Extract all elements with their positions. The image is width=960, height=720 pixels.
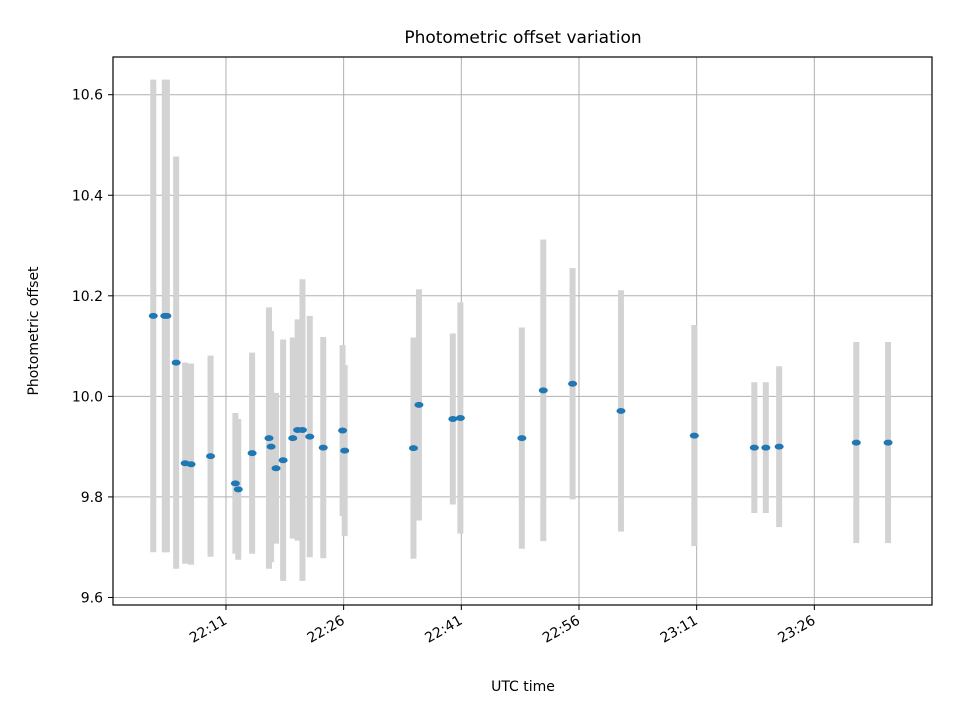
data-point bbox=[171, 359, 181, 366]
data-point bbox=[338, 427, 348, 434]
data-point bbox=[568, 380, 578, 387]
data-point bbox=[318, 444, 328, 451]
data-point bbox=[206, 453, 216, 460]
y-tick-label: 9.6 bbox=[81, 590, 103, 606]
data-point bbox=[761, 444, 771, 451]
data-point bbox=[749, 444, 759, 451]
y-tick-label: 10.4 bbox=[72, 188, 103, 204]
data-point bbox=[340, 447, 350, 454]
data-point bbox=[230, 480, 240, 487]
data-point bbox=[266, 443, 276, 450]
data-point bbox=[278, 457, 288, 464]
y-tick-label: 10.2 bbox=[72, 289, 103, 305]
y-tick-label: 10.6 bbox=[72, 88, 103, 104]
data-point bbox=[162, 312, 172, 319]
y-axis-label: Photometric offset bbox=[26, 266, 42, 396]
data-point bbox=[233, 486, 243, 493]
data-point bbox=[408, 445, 418, 452]
data-point bbox=[297, 427, 307, 434]
data-point bbox=[271, 465, 281, 472]
data-point bbox=[448, 415, 458, 422]
x-axis-label: UTC time bbox=[491, 679, 555, 695]
y-tick-label: 10.0 bbox=[72, 389, 103, 405]
chart-title: Photometric offset variation bbox=[404, 28, 641, 48]
data-point bbox=[305, 433, 315, 440]
data-point bbox=[517, 435, 527, 442]
data-point bbox=[538, 387, 548, 394]
data-point bbox=[264, 435, 274, 442]
data-point bbox=[148, 312, 158, 319]
data-point bbox=[616, 407, 626, 414]
data-point bbox=[414, 401, 424, 408]
plot-area: 9.69.810.010.210.410.622:11 22:26 22:41 22:… bbox=[72, 56, 933, 647]
data-point bbox=[883, 439, 893, 446]
plot-frame bbox=[112, 56, 933, 606]
data-point bbox=[186, 461, 196, 468]
data-point bbox=[455, 414, 465, 421]
y-tick-label: 9.8 bbox=[81, 490, 103, 506]
data-point bbox=[689, 432, 699, 439]
data-point bbox=[774, 443, 784, 450]
data-point bbox=[851, 439, 861, 446]
data-point bbox=[288, 435, 298, 442]
data-point bbox=[247, 450, 257, 457]
